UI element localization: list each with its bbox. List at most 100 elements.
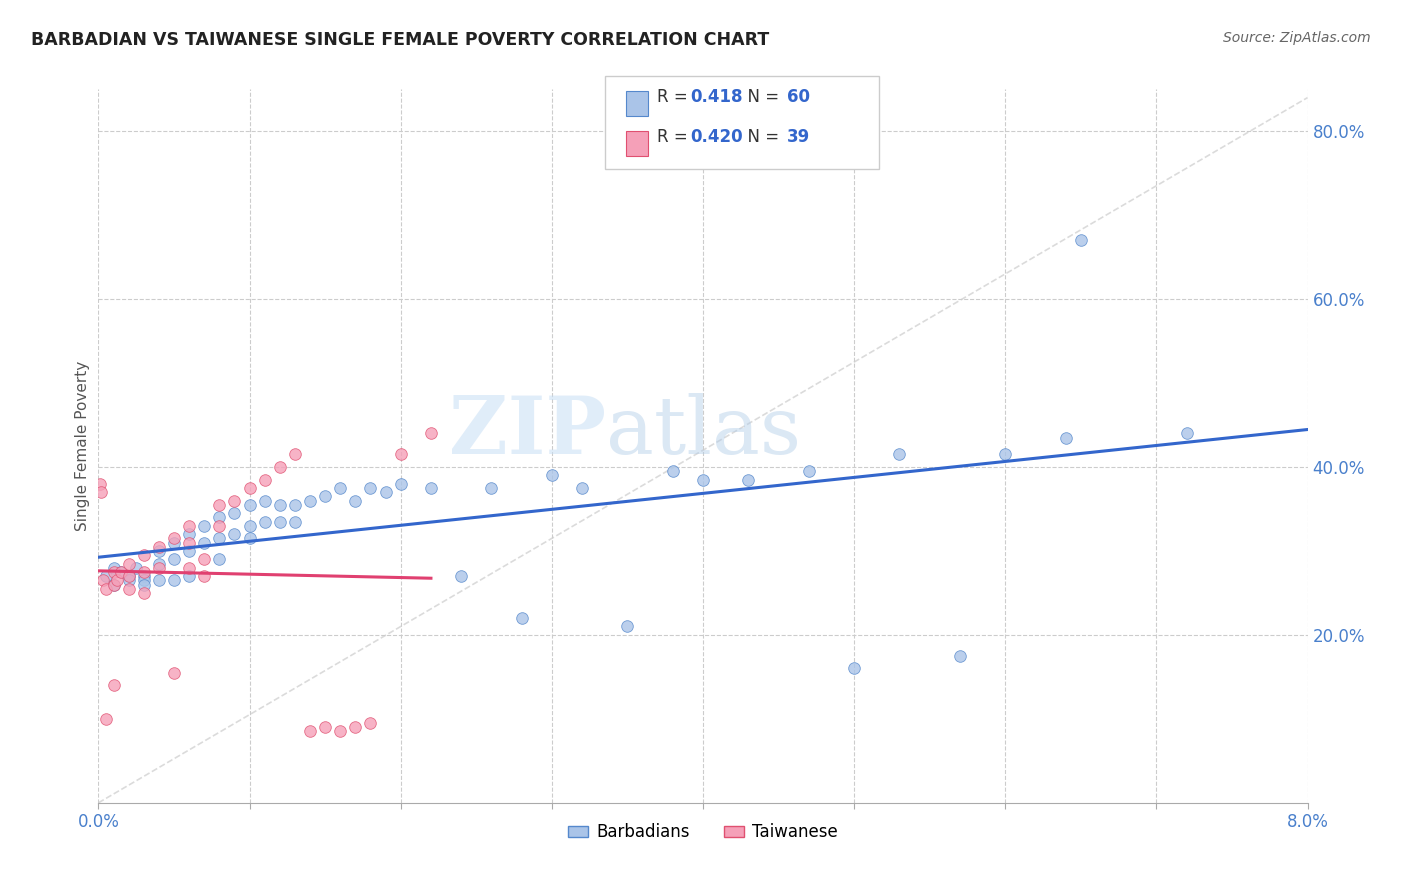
Point — [103, 560, 125, 574]
Point — [797, 464, 820, 478]
Point — [661, 464, 683, 478]
Point — [299, 493, 322, 508]
Point — [616, 619, 638, 633]
Point — [389, 476, 412, 491]
Point — [110, 565, 132, 579]
Point — [314, 489, 336, 503]
Point — [224, 506, 246, 520]
Point — [148, 557, 170, 571]
Point — [253, 493, 276, 508]
Text: N =: N = — [737, 128, 785, 146]
Point — [1054, 431, 1077, 445]
Point — [344, 720, 367, 734]
Point — [284, 515, 307, 529]
Legend: Barbadians, Taiwanese: Barbadians, Taiwanese — [562, 817, 844, 848]
Point — [118, 569, 141, 583]
Point — [89, 476, 111, 491]
Point — [253, 515, 276, 529]
Point — [1070, 233, 1092, 247]
Point — [540, 468, 562, 483]
Text: R =: R = — [657, 88, 693, 106]
Point — [132, 565, 155, 579]
Point — [994, 447, 1017, 461]
Point — [179, 560, 201, 574]
Point — [94, 582, 117, 596]
Point — [118, 569, 141, 583]
Point — [132, 569, 155, 583]
Text: R =: R = — [657, 128, 693, 146]
Point — [179, 544, 201, 558]
Text: ZIP: ZIP — [450, 392, 606, 471]
Text: 60: 60 — [787, 88, 810, 106]
Point — [91, 574, 114, 588]
Point — [208, 518, 231, 533]
Point — [103, 577, 125, 591]
Point — [148, 540, 170, 554]
Point — [329, 724, 352, 739]
Point — [224, 527, 246, 541]
Point — [510, 611, 533, 625]
Point — [163, 574, 186, 588]
Point — [163, 535, 186, 549]
Text: 0.420: 0.420 — [690, 128, 742, 146]
Point — [239, 532, 262, 546]
Point — [284, 498, 307, 512]
Point — [329, 481, 352, 495]
Text: BARBADIAN VS TAIWANESE SINGLE FEMALE POVERTY CORRELATION CHART: BARBADIAN VS TAIWANESE SINGLE FEMALE POV… — [31, 31, 769, 49]
Point — [103, 577, 125, 591]
Point — [193, 535, 215, 549]
Point — [692, 473, 714, 487]
Point — [1175, 426, 1198, 441]
Point — [208, 498, 231, 512]
Point — [208, 532, 231, 546]
Point — [208, 552, 231, 566]
Point — [844, 661, 866, 675]
Point — [118, 557, 141, 571]
Point — [299, 724, 322, 739]
Point — [125, 560, 148, 574]
Point — [949, 648, 972, 663]
Point — [374, 485, 396, 500]
Point — [163, 552, 186, 566]
Point — [132, 586, 155, 600]
Point — [103, 565, 125, 579]
Point — [269, 498, 291, 512]
Point — [224, 493, 246, 508]
Point — [420, 426, 443, 441]
Point — [163, 665, 186, 680]
Point — [284, 447, 307, 461]
Point — [193, 518, 215, 533]
Point — [148, 574, 170, 588]
Point — [193, 552, 215, 566]
Text: N =: N = — [737, 88, 785, 106]
Point — [94, 569, 117, 583]
Point — [179, 569, 201, 583]
Point — [179, 535, 201, 549]
Point — [269, 515, 291, 529]
Point — [571, 481, 593, 495]
Point — [132, 548, 155, 562]
Point — [360, 481, 382, 495]
Text: atlas: atlas — [606, 392, 801, 471]
Point — [118, 574, 141, 588]
Point — [163, 532, 186, 546]
Text: Source: ZipAtlas.com: Source: ZipAtlas.com — [1223, 31, 1371, 45]
Point — [148, 560, 170, 574]
Point — [103, 678, 125, 692]
Y-axis label: Single Female Poverty: Single Female Poverty — [75, 361, 90, 531]
Point — [239, 518, 262, 533]
Point — [179, 518, 201, 533]
Point — [360, 716, 382, 731]
Point — [481, 481, 503, 495]
Point — [269, 460, 291, 475]
Point — [90, 485, 112, 500]
Text: 39: 39 — [787, 128, 811, 146]
Point — [132, 577, 155, 591]
Point — [179, 527, 201, 541]
Point — [208, 510, 231, 524]
Point — [239, 481, 262, 495]
Point — [94, 712, 117, 726]
Point — [105, 574, 128, 588]
Point — [132, 574, 155, 588]
Point — [450, 569, 472, 583]
